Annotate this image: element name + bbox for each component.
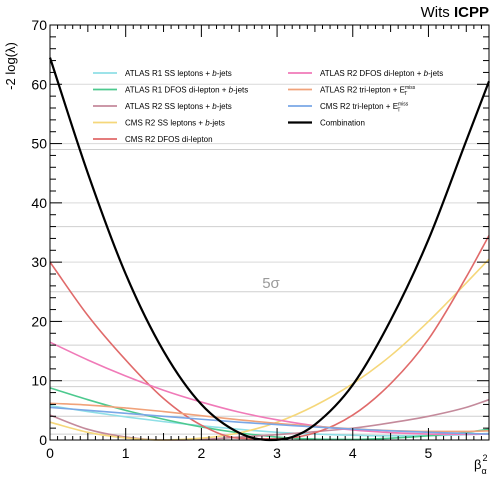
x-tick-label: 4 xyxy=(349,445,357,461)
y-tick-label: 60 xyxy=(31,76,47,92)
x-tick-label: 3 xyxy=(273,445,281,461)
sigma-lines: 5σ xyxy=(50,149,489,435)
gridlines xyxy=(50,83,489,382)
x-tick-label: 2 xyxy=(197,445,205,461)
legend-label-cms-r2-dfos-di-lepton: CMS R2 DFOS di-lepton xyxy=(125,135,213,144)
sigma-label: 5σ xyxy=(262,275,280,292)
y-tick-label: 70 xyxy=(31,17,47,33)
x-axis-ticks: 0 1 2 3 4 5 xyxy=(46,25,490,461)
legend-label-atlas-r2-ss-leptons-b-jets: ATLAS R2 SS leptons + b-jets xyxy=(125,102,232,111)
y-tick-label: 0 xyxy=(39,432,47,448)
plot-frame xyxy=(49,24,490,441)
legend: ATLAS R1 SS leptons + b-jets ATLAS R1 DFO… xyxy=(93,69,443,144)
legend-label-atlas-r2-dfos-di-lepton-b-jets: ATLAS R2 DFOS di-lepton + b-jets xyxy=(320,69,443,78)
y-tick-label: 10 xyxy=(31,373,47,389)
legend-label-atlas-r1-dfos-di-lepton-b-jets: ATLAS R1 DFOS di-lepton + b-jets xyxy=(125,86,248,95)
brand-prefix: Wits xyxy=(421,4,450,21)
brand-name: ICPP xyxy=(454,4,489,21)
legend-label-atlas-r1-ss-leptons-b-jets: ATLAS R1 SS leptons + b-jets xyxy=(125,69,232,78)
y-axis-ticks: 0 10 20 30 40 50 60 70 xyxy=(31,17,489,448)
y-tick-label: 30 xyxy=(31,254,47,270)
x-axis-title: β2 α xyxy=(474,453,488,476)
series-line-cms-r2-tri-lepton-e-t-miss xyxy=(49,406,490,435)
legend-label-cms-r2-tri-lepton-e-t-miss: CMS R2 tri-lepton + Emiss T xyxy=(320,102,409,114)
series-line-combination xyxy=(48,57,491,442)
brand-title: Wits ICPP xyxy=(421,4,489,21)
y-tick-label: 50 xyxy=(31,136,47,152)
legend-label-cms-r2-ss-leptons-b-jets: CMS R2 SS leptons + b-jets xyxy=(125,119,225,128)
x-tick-label: 0 xyxy=(46,445,54,461)
y-axis-title: -2 log(λ) xyxy=(3,42,18,90)
x-axis-title-main: β xyxy=(474,457,481,472)
x-axis-title-sup: 2 xyxy=(482,453,487,463)
x-axis-title-sub: α xyxy=(482,466,487,476)
legend-label-combination: Combination xyxy=(320,119,365,128)
y-tick-label: 40 xyxy=(31,195,47,211)
x-tick-label: 5 xyxy=(425,445,433,461)
curves xyxy=(48,57,491,442)
legend-label-atlas-r2-tri-lepton-e-t-miss: ATLAS R2 tri-lepton + Emiss T xyxy=(320,85,416,97)
y-tick-label: 20 xyxy=(31,313,47,329)
series-line-atlas-r2-dfos-di-lepton-b-jets xyxy=(49,341,490,436)
x-tick-label: 1 xyxy=(122,445,130,461)
